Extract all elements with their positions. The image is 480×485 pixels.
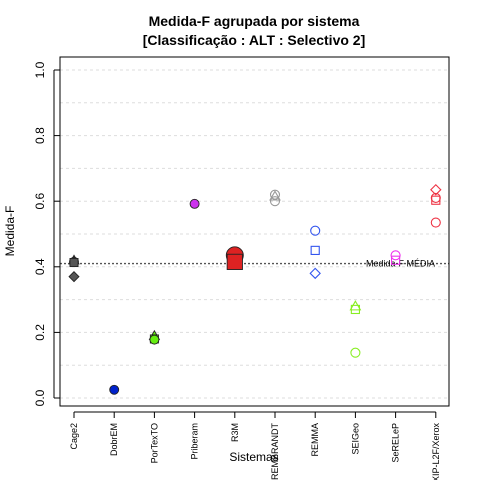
reference-line-label: Medida-F MÉDIA bbox=[366, 259, 435, 269]
x-tick-label: REMBRANDT bbox=[270, 423, 280, 480]
data-points bbox=[68, 183, 442, 395]
x-tick-label: R3M bbox=[230, 423, 240, 442]
chart-title-line1: Medida-F agrupada por sistema bbox=[149, 13, 360, 29]
data-point-triangle bbox=[269, 190, 281, 201]
data-point-diamond bbox=[430, 183, 442, 196]
data-point-diamond bbox=[309, 267, 321, 280]
data-point-square bbox=[390, 255, 401, 265]
data-point-circle bbox=[390, 250, 401, 261]
x-tick-label: PorTexTO bbox=[149, 423, 159, 463]
y-tick-label: 1.0 bbox=[33, 61, 47, 78]
data-point-circle bbox=[269, 196, 281, 207]
data-point-square bbox=[350, 304, 361, 315]
data-point-square bbox=[69, 258, 79, 268]
plot-frame bbox=[59, 56, 450, 407]
data-point-circle bbox=[430, 217, 441, 228]
x-tick-label: DobrEM bbox=[109, 423, 119, 456]
y-tick-label: 0.4 bbox=[33, 258, 47, 275]
data-point-diamond bbox=[68, 271, 80, 283]
x-tick-label: SeRELeP bbox=[391, 423, 401, 463]
data-point-circle bbox=[310, 225, 321, 236]
y-axis: 0.0 0.2 0.4 0.6 0.8 1.0 bbox=[33, 61, 60, 406]
y-tick-label: 0.8 bbox=[33, 127, 47, 144]
y-tick-label: 0.2 bbox=[33, 324, 47, 341]
x-tick-label: Cage2 bbox=[69, 423, 79, 450]
data-point-circle bbox=[269, 189, 281, 200]
data-point-circle bbox=[109, 384, 120, 395]
x-tick-label: REMMA bbox=[310, 423, 320, 457]
grid-lines bbox=[60, 69, 449, 399]
data-point-square bbox=[226, 253, 243, 270]
reference-line-group: Medida-F MÉDIA bbox=[60, 259, 449, 269]
x-tick-label: XIP-L2F/Xerox bbox=[431, 423, 441, 480]
data-point-square bbox=[310, 245, 320, 256]
y-axis-label: Medida-F bbox=[3, 206, 17, 257]
data-point-circle bbox=[189, 198, 200, 209]
x-axis: Cage2 DobrEM PorTexTO Priberam R3M REMBRANDT R… bbox=[69, 411, 441, 482]
y-tick-label: 0.0 bbox=[33, 389, 47, 406]
x-axis-label: Sistemas bbox=[229, 450, 278, 464]
x-tick-label: Priberam bbox=[190, 423, 200, 460]
x-tick-label: SEIGeo bbox=[350, 423, 360, 455]
data-point-circle bbox=[149, 334, 160, 345]
chart-title-line2: [Classificação : ALT : Selectivo 2] bbox=[143, 32, 366, 48]
y-tick-label: 0.6 bbox=[33, 193, 47, 210]
data-point-circle bbox=[350, 347, 361, 358]
data-point-square bbox=[431, 195, 441, 205]
